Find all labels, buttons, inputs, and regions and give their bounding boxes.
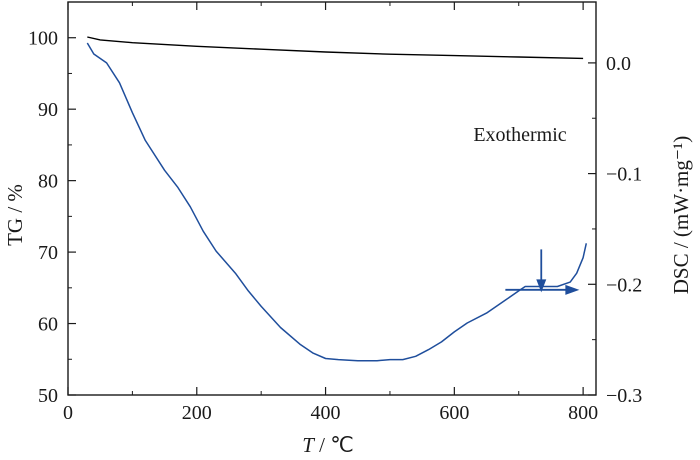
x-tick-label: 600 xyxy=(439,402,469,424)
dsc-curve xyxy=(86,42,588,362)
right-y-axis-ticks: 0.0 −0.1 −0.2 −0.3 xyxy=(588,53,642,407)
left-y-tick-label: 100 xyxy=(28,28,58,50)
left-y-tick-label: 60 xyxy=(38,314,58,336)
left-y-tick-label: 70 xyxy=(38,242,58,264)
x-axis-label-var: T xyxy=(302,433,315,457)
right-y-tick-label: −0.3 xyxy=(606,385,642,407)
plot-frame xyxy=(67,1,597,396)
left-y-tick-label: 80 xyxy=(38,171,58,193)
right-y-tick-label: 0.0 xyxy=(606,53,631,75)
right-y-tick-label: −0.2 xyxy=(606,274,642,296)
x-axis-ticks: 0 200 400 600 800 xyxy=(63,2,598,424)
annotation-layer xyxy=(505,249,580,295)
x-tick-label: 800 xyxy=(568,402,598,424)
tg-curve xyxy=(87,36,584,60)
x-tick-label: 400 xyxy=(311,402,341,424)
x-axis-label-sep: / xyxy=(314,433,330,457)
exothermic-arrow-head xyxy=(536,279,547,293)
x-axis-label: T / ℃ xyxy=(302,433,354,457)
left-y-tick-label: 90 xyxy=(38,99,58,121)
dsc-axis-arrow-head xyxy=(565,284,580,295)
right-y-tick-label: −0.1 xyxy=(606,164,642,186)
series-layer xyxy=(86,36,588,362)
exothermic-label: Exothermic xyxy=(473,124,566,146)
left-y-axis-label: TG / % xyxy=(3,184,27,246)
x-tick-label: 0 xyxy=(63,402,73,424)
left-y-tick-label: 50 xyxy=(38,385,58,407)
x-tick-label: 200 xyxy=(182,402,212,424)
x-axis-label-unit: ℃ xyxy=(330,433,354,457)
right-y-axis-label: DSC / (mW·mg⁻¹) xyxy=(669,136,693,295)
left-y-axis-ticks: 50 60 70 80 90 100 xyxy=(28,28,76,407)
